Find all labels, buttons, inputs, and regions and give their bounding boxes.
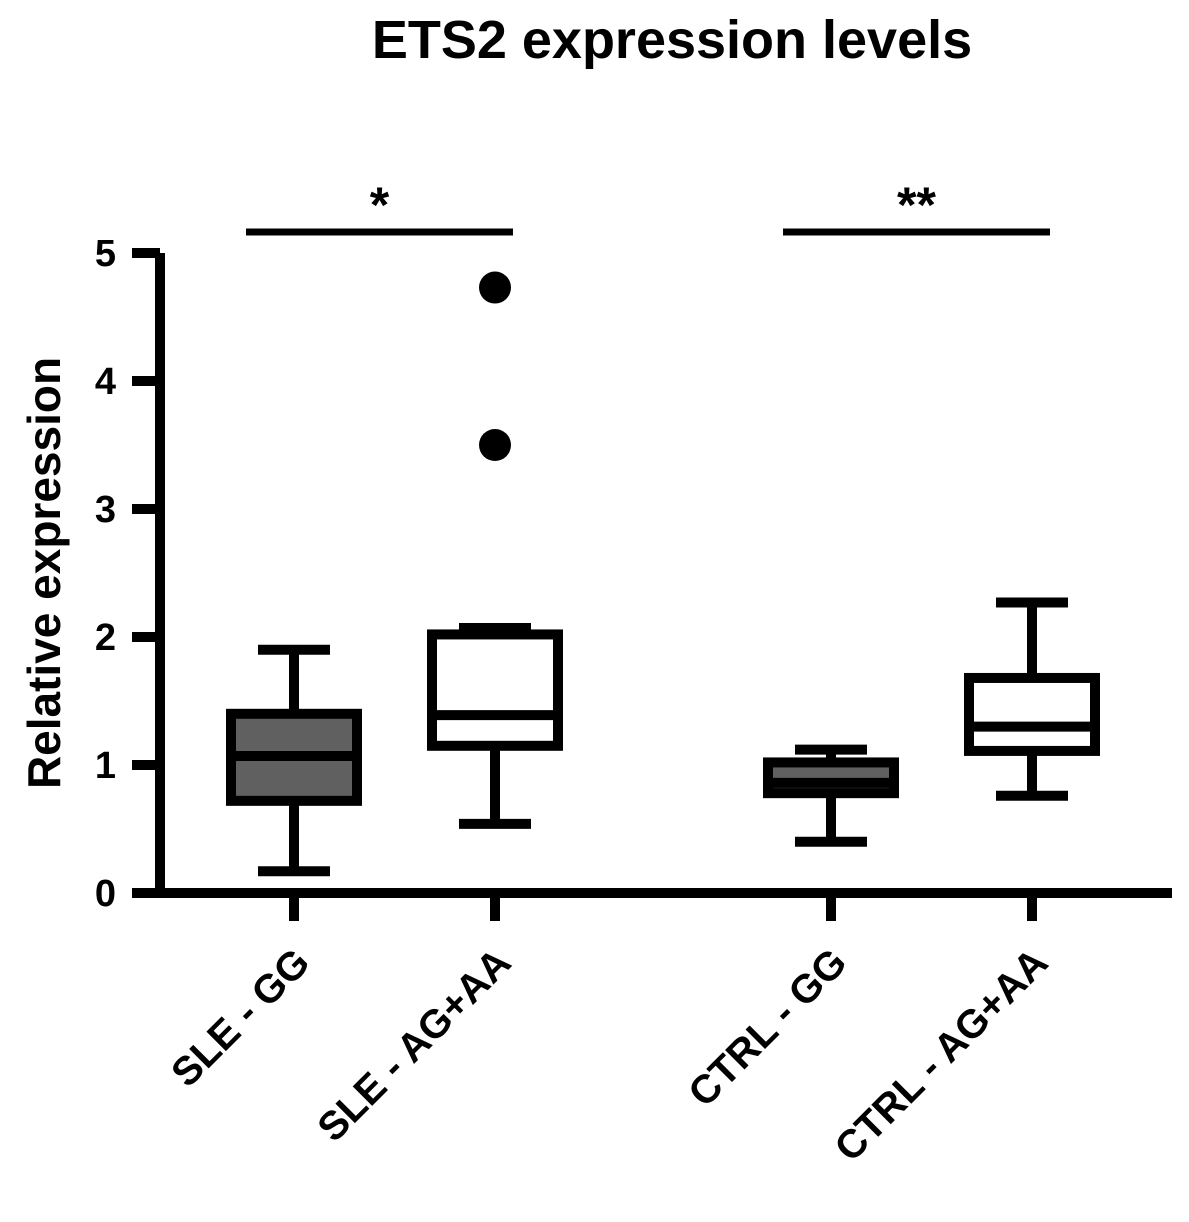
x-category-label: CTRL - AG+AA [826, 940, 1056, 1170]
y-tick-label: 4 [95, 361, 116, 403]
y-tick-label: 5 [95, 233, 116, 275]
box-2 [427, 629, 563, 751]
y-axis-label: Relative expression [18, 357, 70, 789]
y-tick-label: 2 [95, 617, 116, 659]
significance-marker: * [370, 177, 390, 233]
outlier-point [479, 271, 511, 304]
outlier-point [479, 429, 511, 461]
y-tick-label: 0 [95, 873, 116, 915]
x-category-label: SLE - GG [163, 940, 318, 1095]
y-tick-label: 3 [95, 489, 116, 531]
chart-title: ETS2 expression levels [372, 10, 972, 70]
significance-marker: ** [897, 177, 936, 233]
box-3 [763, 757, 899, 799]
x-category-label: CTRL - GG [680, 940, 855, 1115]
x-category-label: SLE - AG+AA [309, 940, 519, 1150]
box-4 [964, 672, 1100, 756]
y-tick-label: 1 [95, 745, 116, 787]
